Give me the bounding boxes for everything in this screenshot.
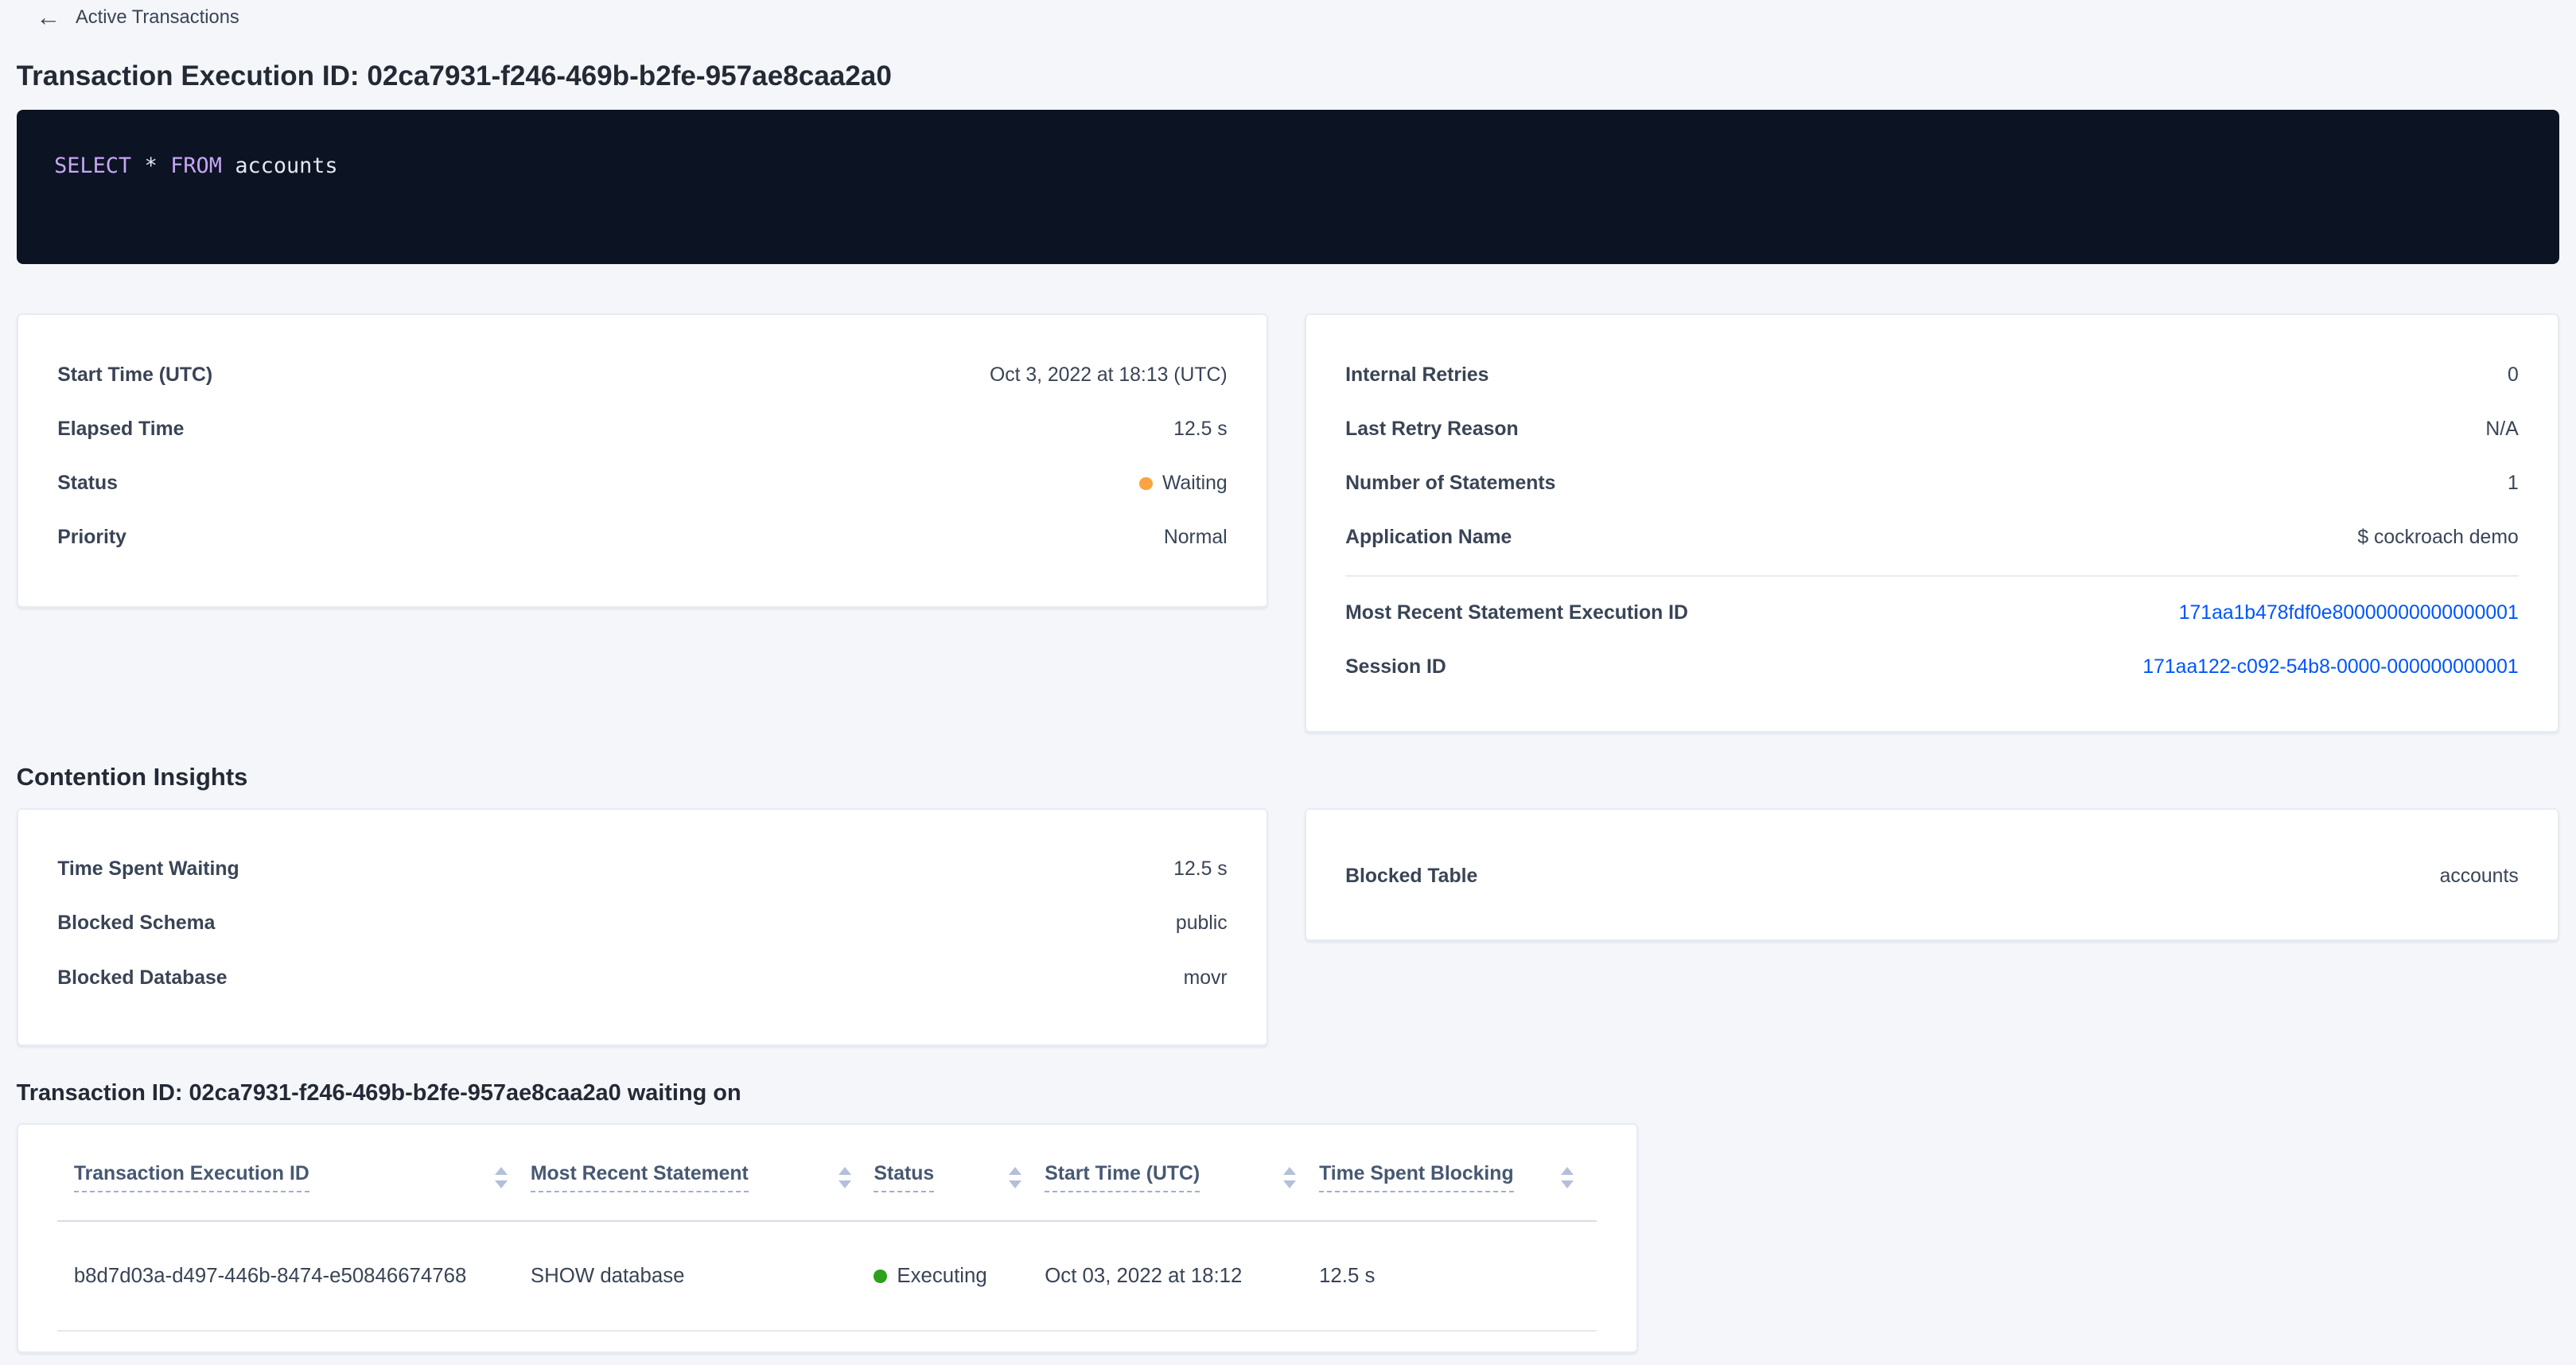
application-name-row: Application Name $ cockroach demo — [1345, 511, 2519, 565]
table-row: b8d7d03a-d497-446b-8474-e50846674768 SHO… — [57, 1222, 1597, 1332]
column-header-label: Start Time (UTC) — [1045, 1163, 1200, 1192]
cell-start-time: Oct 03, 2022 at 18:12 — [1045, 1264, 1243, 1287]
start-time-row: Start Time (UTC) Oct 3, 2022 at 18:13 (U… — [57, 348, 1227, 402]
column-header-label: Most Recent Statement — [530, 1163, 749, 1192]
start-time-value: Oct 3, 2022 at 18:13 (UTC) — [989, 364, 1228, 386]
statement-execution-id-label: Most Recent Statement Execution ID — [1345, 602, 1688, 624]
blocked-database-label: Blocked Database — [57, 966, 228, 989]
application-name-label: Application Name — [1345, 527, 1512, 549]
elapsed-time-row: Elapsed Time 12.5 s — [57, 402, 1227, 457]
back-arrow-icon: ← — [36, 3, 61, 32]
start-time-label: Start Time (UTC) — [57, 364, 213, 386]
cell-most-recent-statement: SHOW database — [530, 1264, 685, 1287]
blocked-table-card: Blocked Table accounts — [1304, 807, 2560, 942]
session-id-row: Session ID 171aa122-c092-54b8-0000-00000… — [1345, 640, 2519, 694]
last-retry-reason-value: N/A — [2485, 418, 2519, 440]
back-link[interactable]: ← Active Transactions — [36, 5, 239, 31]
table-header-row: Transaction Execution ID Most Recent Sta… — [57, 1135, 1597, 1223]
details-card-divider — [1345, 574, 2519, 577]
overview-card: Start Time (UTC) Oct 3, 2022 at 18:13 (U… — [16, 313, 1269, 608]
application-name-value: $ cockroach demo — [2357, 527, 2519, 549]
column-header-transaction-execution-id[interactable]: Transaction Execution ID — [57, 1163, 531, 1192]
column-header-start-time[interactable]: Start Time (UTC) — [1045, 1163, 1319, 1192]
internal-retries-label: Internal Retries — [1345, 364, 1489, 386]
cell-status: Executing — [874, 1265, 1045, 1288]
time-spent-waiting-label: Time Spent Waiting — [57, 858, 239, 881]
page-title: Transaction Execution ID: 02ca7931-f246-… — [16, 60, 892, 92]
time-spent-waiting-row: Time Spent Waiting 12.5 s — [57, 842, 1227, 896]
blocked-database-row: Blocked Database movr — [57, 951, 1227, 1005]
cell-time-spent-blocking: 12.5 s — [1319, 1264, 1376, 1287]
blocked-database-value: movr — [1183, 966, 1228, 989]
last-retry-reason-label: Last Retry Reason — [1345, 418, 1519, 440]
internal-retries-value: 0 — [2507, 364, 2519, 386]
time-spent-waiting-value: 12.5 s — [1173, 858, 1228, 881]
status-executing-dot-icon — [874, 1270, 887, 1283]
status-row: Status Waiting — [57, 457, 1227, 511]
number-of-statements-row: Number of Statements 1 — [1345, 457, 2519, 511]
sql-keyword-from: FROM — [170, 153, 222, 178]
back-link-label: Active Transactions — [75, 7, 239, 29]
column-header-time-spent-blocking[interactable]: Time Spent Blocking — [1319, 1163, 1597, 1192]
session-id-label: Session ID — [1345, 656, 1446, 679]
sort-icon — [1283, 1167, 1297, 1188]
sql-table-name: accounts — [235, 153, 338, 178]
column-header-label: Status — [874, 1163, 935, 1192]
number-of-statements-value: 1 — [2507, 472, 2519, 495]
status-value: Waiting — [1139, 472, 1228, 495]
priority-value: Normal — [1163, 527, 1228, 549]
blocked-schema-value: public — [1175, 912, 1228, 935]
priority-row: Priority Normal — [57, 511, 1227, 565]
contention-insights-heading: Contention Insights — [16, 763, 248, 791]
details-card: Internal Retries 0 Last Retry Reason N/A… — [1304, 313, 2560, 733]
cell-transaction-execution-id: b8d7d03a-d497-446b-8474-e50846674768 — [73, 1264, 467, 1287]
column-header-label: Time Spent Blocking — [1319, 1163, 1514, 1192]
statement-execution-id-row: Most Recent Statement Execution ID 171aa… — [1345, 586, 2519, 640]
status-value-text: Waiting — [1162, 472, 1228, 495]
blocked-table-label: Blocked Table — [1345, 865, 1478, 887]
session-id-link[interactable]: 171aa122-c092-54b8-0000-000000000001 — [2142, 656, 2519, 679]
internal-retries-row: Internal Retries 0 — [1345, 348, 2519, 402]
sql-star: * — [144, 153, 158, 178]
sql-statement: SELECT * FROM accounts — [54, 154, 337, 178]
waiting-on-table: Transaction Execution ID Most Recent Sta… — [16, 1123, 1638, 1354]
sort-icon — [1561, 1167, 1574, 1188]
priority-label: Priority — [57, 527, 126, 549]
sort-icon — [1009, 1167, 1022, 1188]
blocked-schema-row: Blocked Schema public — [57, 896, 1227, 951]
blocked-table-value: accounts — [2439, 865, 2519, 887]
cell-status-text: Executing — [897, 1264, 987, 1287]
column-header-status[interactable]: Status — [874, 1163, 1045, 1192]
elapsed-time-value: 12.5 s — [1173, 418, 1228, 440]
column-header-label: Transaction Execution ID — [73, 1163, 309, 1192]
sql-statement-box: SELECT * FROM accounts — [16, 110, 2560, 265]
waiting-on-heading: Transaction ID: 02ca7931-f246-469b-b2fe-… — [16, 1079, 741, 1106]
status-waiting-dot-icon — [1139, 476, 1153, 491]
sort-icon — [838, 1167, 851, 1188]
status-label: Status — [57, 472, 118, 495]
blocked-schema-label: Blocked Schema — [57, 912, 216, 935]
number-of-statements-label: Number of Statements — [1345, 472, 1556, 495]
statement-execution-id-link[interactable]: 171aa1b478fdf0e80000000000000001 — [2178, 602, 2519, 624]
contention-cards-row: Time Spent Waiting 12.5 s Blocked Schema… — [16, 807, 2560, 1047]
elapsed-time-label: Elapsed Time — [57, 418, 185, 440]
contention-details-card: Time Spent Waiting 12.5 s Blocked Schema… — [16, 807, 1269, 1047]
last-retry-reason-row: Last Retry Reason N/A — [1345, 402, 2519, 457]
summary-cards-row: Start Time (UTC) Oct 3, 2022 at 18:13 (U… — [16, 313, 2560, 733]
sort-icon — [495, 1167, 508, 1188]
column-header-most-recent-statement[interactable]: Most Recent Statement — [530, 1163, 874, 1192]
blocked-table-row: Blocked Table accounts — [1345, 849, 2519, 903]
sql-keyword-select: SELECT — [54, 153, 132, 178]
